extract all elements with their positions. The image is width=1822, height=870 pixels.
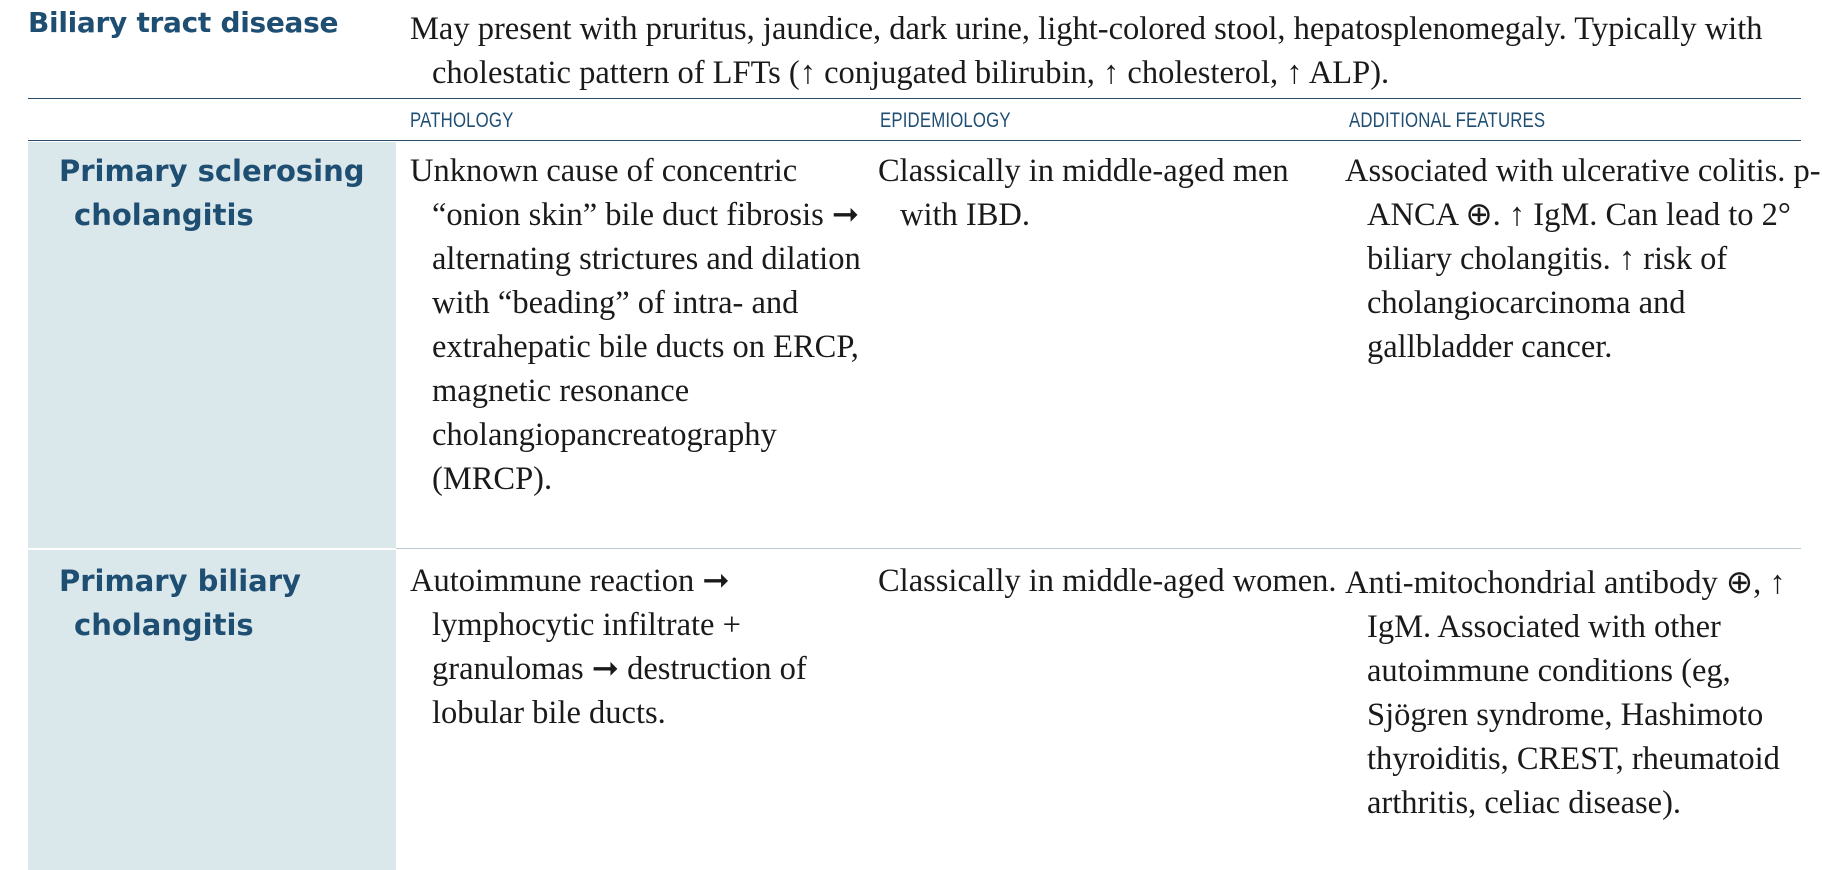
column-header-additional-features: ADDITIONAL FEATURES — [1349, 109, 1546, 132]
epidemiology-cell: Classically in middle-aged women. — [878, 563, 1337, 599]
additional-features-cell: Associated with ulcerative colitis. p-AN… — [1345, 153, 1821, 365]
column-header-pathology: PATHOLOGY — [410, 109, 514, 132]
row-divider-shade-gap — [28, 548, 396, 550]
section-intro: May present with pruritus, jaundice, dar… — [410, 11, 1763, 91]
row-divider — [28, 548, 1801, 549]
column-header-epidemiology: EPIDEMIOLOGY — [880, 109, 1011, 132]
top-rule — [28, 98, 1801, 99]
disease-name-primary-sclerosing-cholangitis: Primary sclerosing cholangitis — [59, 154, 365, 232]
header-rule — [28, 140, 1801, 141]
disease-column-shading — [28, 142, 396, 870]
pathology-cell: Autoimmune reaction ➞ lymphocytic infilt… — [410, 563, 807, 731]
pathology-cell: Unknown cause of concentric “onion skin”… — [410, 153, 861, 497]
epidemiology-cell: Classically in middle-aged men with IBD. — [878, 153, 1289, 233]
section-title: Biliary tract disease — [28, 6, 339, 39]
disease-name-primary-biliary-cholangitis: Primary biliary cholangitis — [59, 564, 301, 642]
additional-features-cell: Anti-mitochondrial antibody ⊕, ↑ IgM. As… — [1345, 565, 1786, 821]
